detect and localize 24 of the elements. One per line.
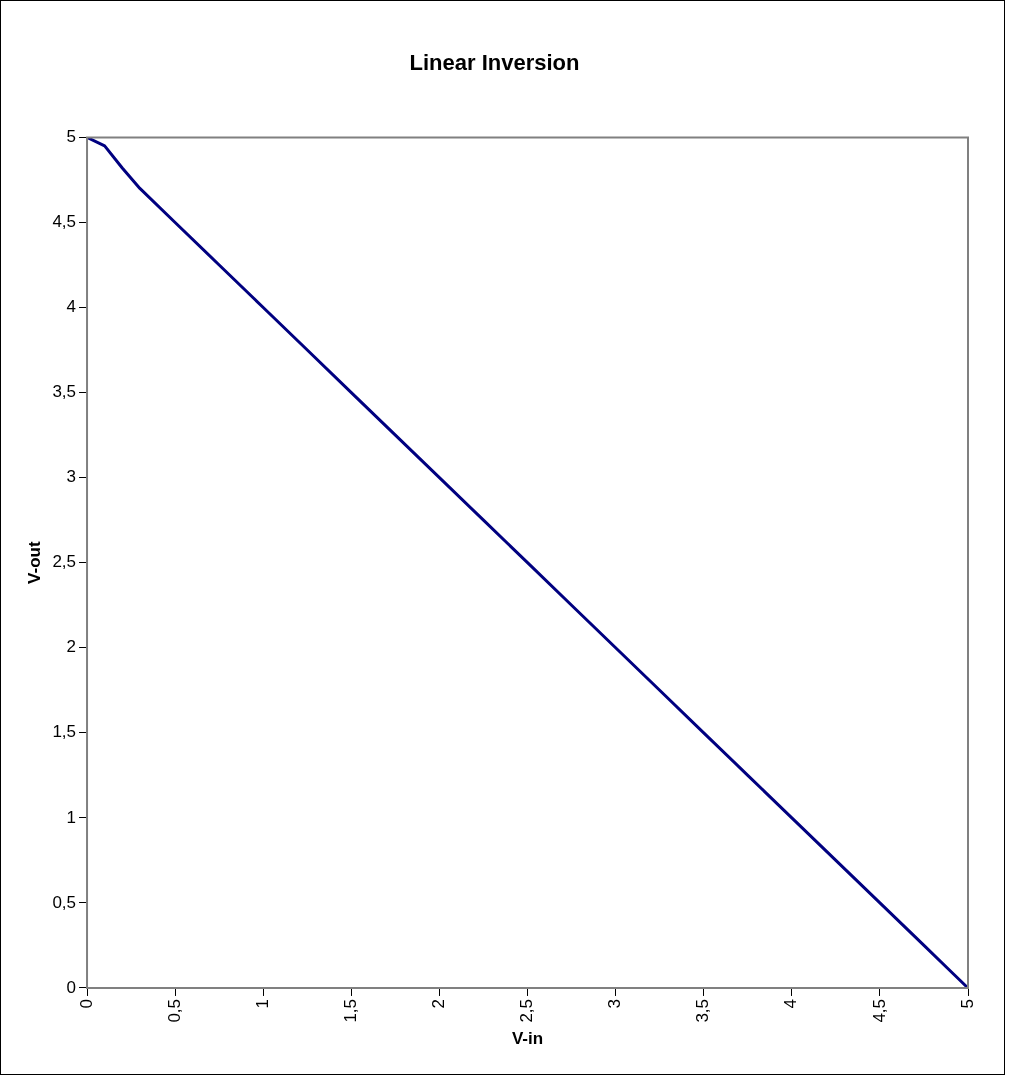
y-tick-label: 2,5 (52, 552, 77, 572)
y-tick-label: 1 (66, 807, 77, 827)
x-tick-label: 2 (429, 998, 449, 1009)
y-tick-label: 2 (66, 637, 77, 657)
chart-title: Linear Inversion (409, 50, 580, 76)
y-tick-label: 0,5 (52, 892, 77, 912)
y-tick-label: 5 (66, 127, 77, 147)
y-tick-label: 3 (66, 467, 77, 487)
x-tick-label: 3 (605, 998, 625, 1009)
x-tick-label: 4,5 (869, 998, 889, 1023)
x-tick-label: 4 (781, 998, 801, 1009)
x-axis-title: V-in (511, 1029, 544, 1049)
x-tick-label: 0 (76, 998, 96, 1009)
y-tick-label: 3,5 (52, 382, 77, 402)
x-tick-label: 1 (252, 998, 272, 1009)
x-tick-label: 3,5 (693, 998, 713, 1023)
y-tick-label: 4 (66, 297, 77, 317)
x-tick-label: 0,5 (164, 998, 184, 1023)
x-tick-label: 1,5 (341, 998, 361, 1023)
y-tick-label: 4,5 (52, 212, 77, 232)
y-tick-label: 1,5 (52, 722, 77, 742)
y-axis-title: V-out (24, 541, 44, 584)
x-tick-label: 5 (957, 998, 977, 1009)
x-tick-label: 2,5 (517, 998, 537, 1023)
